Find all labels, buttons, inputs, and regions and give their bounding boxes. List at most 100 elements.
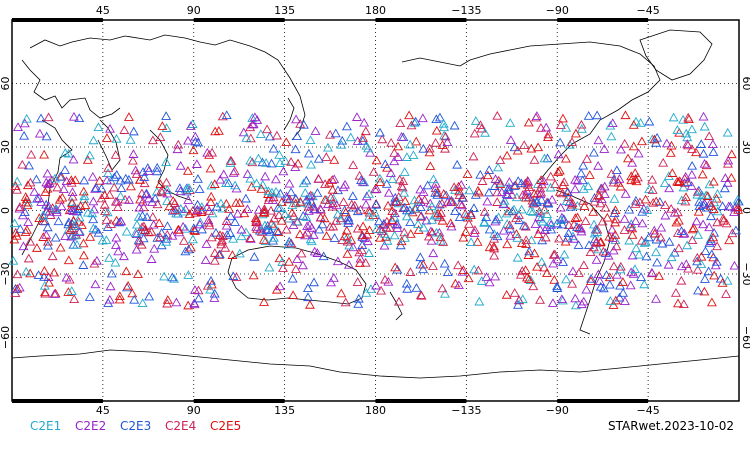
- observation-marker: [498, 225, 509, 235]
- observation-marker: [673, 243, 684, 253]
- observation-marker: [206, 275, 216, 285]
- observation-marker: [583, 111, 594, 120]
- observation-marker: [104, 294, 115, 304]
- observation-marker: [437, 140, 448, 149]
- observation-marker: [247, 119, 258, 129]
- observation-marker: [526, 143, 537, 153]
- longitude-label: −45: [637, 404, 660, 417]
- observation-marker: [595, 198, 606, 208]
- observation-marker: [337, 135, 348, 145]
- observation-marker: [23, 217, 34, 226]
- observation-marker: [673, 177, 684, 186]
- observation-marker: [300, 230, 311, 240]
- observation-marker: [88, 196, 99, 206]
- observation-marker: [593, 135, 604, 145]
- observation-marker: [570, 174, 581, 184]
- observation-marker: [558, 180, 569, 189]
- observation-marker: [361, 191, 372, 201]
- observation-marker: [393, 141, 404, 151]
- observation-marker: [455, 199, 466, 208]
- observation-marker: [502, 150, 513, 160]
- observation-marker: [42, 240, 53, 250]
- observation-marker: [439, 258, 450, 268]
- observation-marker: [401, 152, 412, 161]
- observation-marker: [529, 155, 540, 164]
- observation-marker: [352, 206, 363, 216]
- observation-marker: [651, 247, 662, 257]
- observation-marker: [143, 193, 154, 203]
- observation-marker: [138, 221, 149, 231]
- observation-marker: [667, 168, 678, 177]
- observation-marker: [68, 111, 79, 121]
- observation-marker: [202, 147, 213, 157]
- observation-marker: [127, 288, 138, 298]
- observation-marker: [338, 197, 349, 206]
- observation-marker: [173, 139, 184, 149]
- observation-marker: [399, 187, 410, 197]
- observation-marker: [78, 260, 89, 269]
- observation-marker: [290, 144, 301, 154]
- observation-marker: [249, 112, 260, 122]
- observation-marker: [277, 257, 288, 266]
- observation-marker: [217, 111, 228, 121]
- observation-marker: [466, 237, 477, 247]
- observation-marker: [241, 133, 252, 142]
- observation-marker: [209, 179, 220, 188]
- observation-marker: [290, 194, 301, 203]
- observation-marker: [298, 178, 309, 188]
- observation-marker: [210, 126, 221, 136]
- observation-marker: [110, 240, 121, 249]
- observation-marker: [363, 248, 374, 257]
- observation-marker: [114, 291, 125, 300]
- observation-marker: [69, 294, 80, 303]
- observation-marker: [74, 227, 85, 237]
- observation-marker: [516, 204, 527, 214]
- observation-marker: [112, 202, 123, 211]
- observation-marker: [540, 232, 551, 242]
- observation-marker: [204, 217, 214, 227]
- observation-marker: [352, 277, 363, 286]
- observation-marker: [131, 169, 142, 178]
- observation-marker: [672, 207, 683, 217]
- observation-marker: [671, 217, 682, 227]
- observation-marker: [218, 169, 229, 179]
- observation-marker: [57, 192, 68, 202]
- observation-marker: [578, 184, 589, 193]
- longitude-label: 180: [365, 404, 386, 417]
- observation-marker: [385, 168, 396, 177]
- observation-marker: [68, 154, 79, 164]
- observation-marker: [371, 184, 382, 193]
- observation-marker: [561, 122, 572, 132]
- observation-marker: [161, 236, 172, 246]
- observation-marker: [341, 225, 352, 235]
- observation-marker: [396, 181, 407, 191]
- observation-marker: [431, 125, 442, 135]
- observation-marker: [209, 248, 220, 257]
- observation-marker: [550, 179, 561, 189]
- observation-marker: [505, 135, 516, 144]
- observation-marker: [346, 199, 357, 209]
- observation-marker: [392, 264, 403, 274]
- observation-marker: [402, 283, 413, 293]
- observation-marker: [651, 234, 662, 244]
- observation-marker: [308, 230, 319, 239]
- observation-marker: [588, 207, 599, 216]
- longitude-label: 90: [187, 4, 201, 17]
- observation-marker: [504, 177, 515, 186]
- observation-marker: [249, 251, 260, 261]
- observation-marker: [568, 233, 579, 243]
- observation-marker: [449, 120, 460, 130]
- observation-marker: [647, 174, 658, 184]
- observation-marker: [41, 131, 52, 141]
- observation-marker: [538, 176, 549, 186]
- observation-marker: [329, 155, 340, 164]
- longitude-label: −90: [546, 404, 569, 417]
- observation-marker: [342, 232, 353, 242]
- observation-marker: [406, 120, 417, 130]
- observation-marker: [624, 204, 635, 214]
- observation-marker: [8, 255, 19, 265]
- observation-marker: [67, 187, 78, 196]
- observation-marker: [297, 260, 308, 270]
- observation-marker: [31, 174, 42, 184]
